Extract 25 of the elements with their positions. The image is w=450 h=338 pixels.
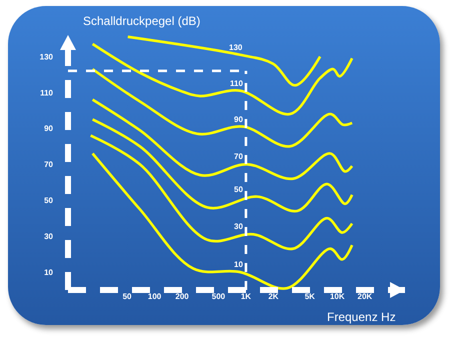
x-tick-label: 10K [330, 292, 345, 301]
series-label: 130 [229, 43, 243, 52]
x-tick-label: 1K [240, 292, 252, 301]
series-label: 10 [234, 260, 244, 269]
y-tick-label: 30 [44, 232, 54, 241]
series-label: 90 [234, 115, 244, 124]
x-tick-label: 500 [212, 292, 226, 301]
y-tick-label: 110 [40, 88, 54, 98]
series-label: 70 [234, 152, 244, 161]
x-tick-label: 20K [358, 292, 372, 301]
series-label: 50 [234, 185, 244, 194]
y-tick-label: 130 [40, 52, 54, 62]
x-tick-label: 50 [122, 292, 132, 301]
x-tick-label: 200 [175, 292, 190, 301]
y-tick-label: 10 [44, 268, 54, 277]
series-label: 110 [230, 79, 244, 88]
x-tick-label: 100 [148, 292, 162, 301]
y-tick-label: 50 [44, 196, 54, 206]
y-axis-title: Schalldruckpegel (dB) [83, 14, 200, 28]
x-tick-label: 5K [304, 292, 316, 301]
y-tick-label: 70 [44, 160, 54, 170]
y-tick-label: 90 [44, 124, 54, 134]
x-tick-label: 2K [268, 292, 279, 301]
series-label: 30 [234, 222, 244, 231]
x-axis-title: Frequenz Hz [327, 310, 396, 324]
